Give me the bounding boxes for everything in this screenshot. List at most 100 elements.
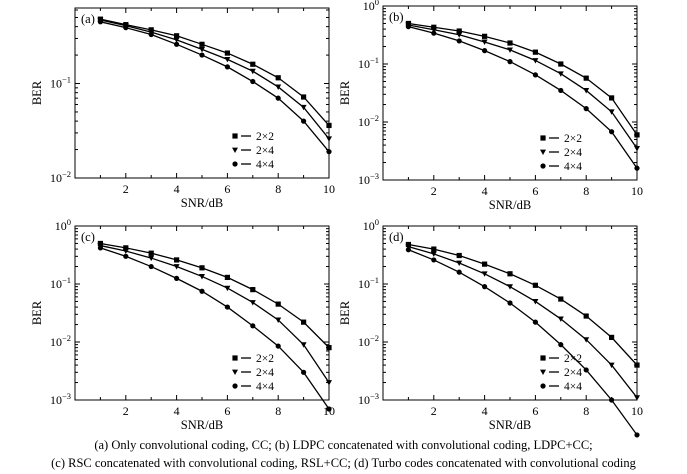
data-point	[583, 313, 589, 319]
series-line	[100, 242, 330, 349]
x-tick-label: 6	[532, 404, 538, 418]
series-line	[100, 244, 330, 383]
data-point	[199, 41, 205, 47]
data-point	[123, 25, 129, 31]
data-point	[199, 288, 205, 294]
data-point	[634, 146, 640, 152]
legend-entry: 2×2	[564, 353, 582, 365]
data-point	[558, 296, 564, 302]
legend-marker	[540, 355, 546, 361]
data-point	[609, 334, 615, 341]
data-point	[482, 48, 488, 54]
x-tick-label: 2	[123, 404, 129, 418]
data-point	[482, 261, 488, 267]
legend: 2×2 2×4 4×4	[232, 353, 274, 393]
data-point	[300, 104, 307, 111]
panel-3: 24681010010−110−210−3SNR/dBBER(c)2×22×44…	[30, 217, 335, 432]
legend: 2×2 2×4 4×4	[232, 131, 274, 171]
x-tick-label: 2	[431, 404, 437, 418]
legend-marker	[232, 383, 238, 389]
plot-frame	[382, 5, 638, 181]
x-tick-label: 10	[631, 184, 643, 198]
data-point	[300, 342, 307, 348]
data-point	[148, 31, 154, 38]
data-point	[326, 345, 332, 351]
data-point	[275, 343, 281, 349]
data-point	[634, 165, 640, 171]
data-point	[481, 271, 488, 277]
panel-label: (b)	[389, 10, 404, 24]
data-point	[507, 40, 513, 46]
series-line	[100, 18, 330, 126]
data-point	[199, 52, 205, 58]
x-axis-label: SNR/dB	[489, 418, 531, 432]
legend-marker	[232, 133, 238, 139]
data-point	[431, 30, 437, 36]
x-tick-label: 2	[431, 184, 437, 198]
x-tick-label: 8	[583, 184, 589, 198]
x-tick-label: 4	[174, 182, 180, 196]
panel-label: (c)	[81, 230, 95, 244]
data-point	[532, 319, 539, 325]
x-tick-label: 6	[224, 182, 230, 196]
y-axis-label: BER	[30, 80, 44, 105]
data-point	[224, 50, 230, 56]
data-point	[301, 319, 307, 325]
data-point	[224, 285, 231, 292]
legend-marker	[540, 135, 546, 141]
data-point	[634, 132, 640, 138]
legend-marker	[232, 355, 238, 361]
x-tick-label: 4	[482, 184, 488, 198]
plot-frame	[74, 7, 330, 179]
data-point	[224, 274, 230, 280]
legend: 2×2 2×4 4×4	[540, 353, 582, 393]
x-tick-label: 8	[275, 404, 281, 418]
data-point	[326, 406, 332, 412]
data-point	[634, 395, 640, 401]
data-point	[301, 118, 307, 124]
data-point	[326, 380, 332, 386]
x-tick-label: 6	[224, 404, 230, 418]
data-point	[557, 316, 564, 322]
panel-label: (a)	[81, 12, 95, 26]
data-point	[456, 260, 463, 267]
data-point	[456, 252, 462, 259]
data-point	[431, 257, 437, 263]
data-point	[199, 265, 205, 271]
data-point	[532, 58, 539, 64]
data-point	[431, 246, 437, 252]
y-tick-label: 10−2	[50, 169, 71, 185]
legend-entry: 2×4	[256, 367, 274, 379]
data-point	[583, 337, 590, 343]
series-2	[97, 243, 332, 386]
data-point	[405, 24, 411, 30]
data-point	[174, 41, 180, 47]
x-tick-label: 8	[583, 404, 589, 418]
series-line	[408, 246, 638, 398]
series-2	[405, 244, 640, 401]
data-point	[301, 369, 307, 375]
legend-entry: 2×4	[256, 145, 274, 157]
data-point	[558, 87, 564, 94]
data-point	[250, 323, 256, 329]
series-1	[97, 240, 332, 351]
plot-frame	[74, 225, 330, 401]
data-point	[174, 33, 180, 39]
legend-entry: 2×2	[256, 131, 274, 143]
data-point	[608, 362, 615, 369]
x-axis-label: SNR/dB	[181, 418, 223, 432]
data-point	[609, 95, 615, 101]
data-point	[507, 47, 513, 53]
legend-entry: 2×2	[564, 133, 582, 145]
panel-4: 2 4 6 8 10 100 10−1 10−2 10−3 SNR/dB BER (d) 2×2 2×4 4…	[338, 217, 643, 438]
x-tick-label: 8	[275, 182, 281, 196]
data-point	[532, 299, 539, 305]
data-point	[456, 28, 462, 34]
legend-entry: 4×4	[564, 381, 582, 393]
data-point	[532, 282, 538, 288]
data-point	[609, 397, 615, 403]
legend-entry: 4×4	[256, 159, 274, 171]
data-point	[199, 46, 205, 53]
series-3	[405, 24, 640, 171]
